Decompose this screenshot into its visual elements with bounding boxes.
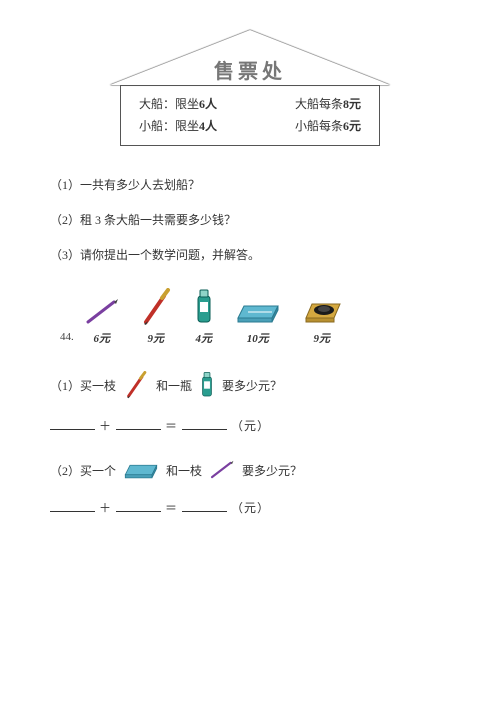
item-ink: 9元	[300, 290, 344, 346]
ink-icon	[300, 290, 344, 326]
unit-label: （元）	[231, 501, 270, 515]
equation-line-1: ＋ ＝ （元）	[50, 417, 450, 434]
ticket-booth: 售票处 大船：限坐6人 大船每条8元 小船：限坐4人 小船每条6元	[110, 30, 390, 146]
pen-icon	[138, 288, 174, 326]
sub-question-1: （1）买一枝 和一瓶 要多少元？	[50, 371, 450, 399]
glue-icon	[192, 288, 216, 326]
blank-field[interactable]	[182, 500, 227, 512]
question-2: （2）租 3 条大船一共需要多少钱？	[50, 211, 450, 228]
booth-title: 售票处	[110, 55, 390, 84]
sq1-text-a: （1）买一枝	[50, 377, 116, 394]
pencil-price: 6元	[94, 330, 111, 346]
plus-sign: ＋	[99, 419, 112, 433]
glue-price: 4元	[196, 330, 213, 346]
sq1-text-b: 和一瓶	[156, 377, 192, 394]
items-row: 44. 6元 9元 4元 10元	[60, 288, 450, 346]
plus-sign: ＋	[99, 501, 112, 515]
sq2-text-a: （2）买一个	[50, 462, 116, 479]
equals-sign: ＝	[165, 501, 178, 515]
case-icon	[122, 459, 160, 481]
small-boat-price: 小船每条6元	[295, 116, 361, 138]
case-icon	[234, 298, 282, 326]
pen-icon	[122, 371, 150, 399]
booth-body: 大船：限坐6人 大船每条8元 小船：限坐4人 小船每条6元	[120, 85, 380, 146]
sq2-text-b: 和一枝	[166, 462, 202, 479]
big-boat-capacity: 大船：限坐6人	[139, 94, 217, 116]
question-3: （3）请你提出一个数学问题，并解答。	[50, 246, 450, 263]
pen-price: 9元	[148, 330, 165, 346]
glue-icon	[198, 371, 216, 399]
blank-field[interactable]	[50, 418, 95, 430]
equation-line-2: ＋ ＝ （元）	[50, 499, 450, 516]
big-boat-price: 大船每条8元	[295, 94, 361, 116]
item-glue: 4元	[192, 288, 216, 346]
blank-field[interactable]	[116, 418, 161, 430]
equals-sign: ＝	[165, 419, 178, 433]
blank-field[interactable]	[116, 500, 161, 512]
sub-question-2: （2）买一个 和一枝 要多少元？	[50, 459, 450, 481]
pencil-icon	[84, 298, 120, 326]
item-pencil: 6元	[84, 298, 120, 346]
blank-field[interactable]	[50, 500, 95, 512]
problem-number: 44.	[60, 331, 74, 343]
item-pen: 9元	[138, 288, 174, 346]
pencil-icon	[208, 460, 236, 480]
booth-row-2: 小船：限坐4人 小船每条6元	[139, 116, 361, 138]
item-case: 10元	[234, 298, 282, 346]
question-1: （1）一共有多少人去划船？	[50, 176, 450, 193]
booth-row-1: 大船：限坐6人 大船每条8元	[139, 94, 361, 116]
sq2-text-c: 要多少元？	[242, 462, 302, 479]
case-price: 10元	[247, 330, 269, 346]
blank-field[interactable]	[182, 418, 227, 430]
ink-price: 9元	[314, 330, 331, 346]
sq1-text-c: 要多少元？	[222, 377, 282, 394]
unit-label: （元）	[231, 419, 270, 433]
small-boat-capacity: 小船：限坐4人	[139, 116, 217, 138]
